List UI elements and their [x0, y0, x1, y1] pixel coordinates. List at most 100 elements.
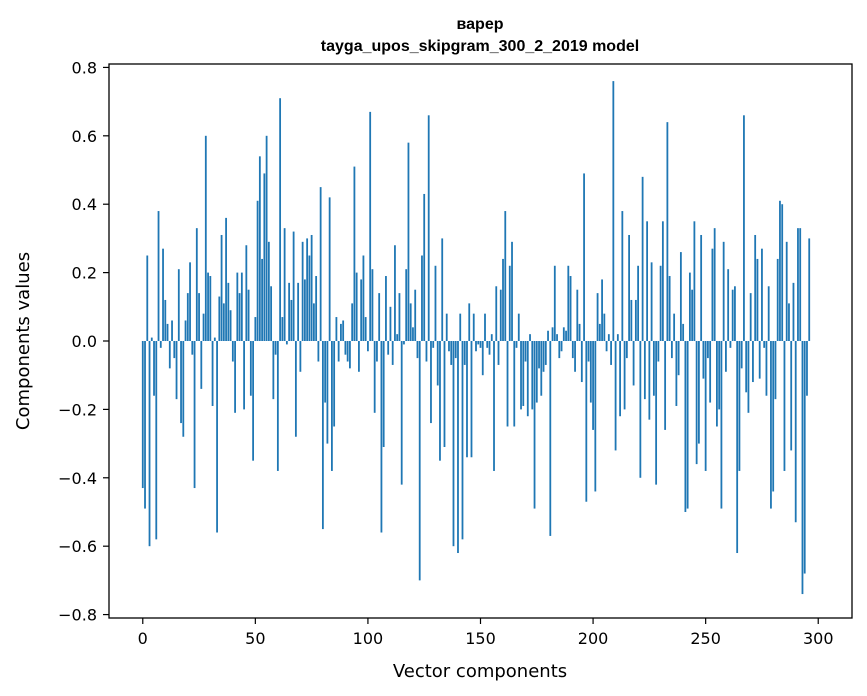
bar	[729, 341, 732, 348]
bar	[488, 341, 491, 355]
bar	[443, 341, 446, 448]
bar	[162, 248, 164, 341]
bar	[619, 341, 621, 417]
bar	[767, 286, 770, 341]
bar	[610, 341, 612, 365]
bar	[261, 258, 263, 341]
bar	[763, 341, 766, 348]
x-axis-label: Vector components	[393, 661, 567, 682]
y-tick-label: −0.4	[58, 469, 97, 488]
y-tick-label: −0.6	[58, 537, 97, 556]
bar	[652, 341, 655, 396]
bar	[308, 255, 311, 341]
bar	[601, 279, 603, 341]
bar	[616, 334, 619, 341]
bar	[628, 234, 630, 341]
bar	[788, 303, 790, 341]
bar	[756, 258, 759, 341]
bar	[409, 303, 412, 341]
bar	[698, 341, 700, 444]
bar	[299, 341, 302, 372]
bar	[704, 341, 707, 471]
bar	[630, 299, 633, 341]
bar	[276, 341, 279, 471]
bar	[589, 341, 592, 403]
bar	[340, 323, 342, 341]
bar	[535, 341, 538, 403]
bar	[249, 341, 252, 396]
bar	[193, 341, 196, 489]
bar	[774, 341, 777, 400]
bar	[684, 341, 687, 512]
bar	[540, 341, 543, 396]
bar	[371, 269, 374, 341]
bar	[569, 276, 572, 341]
bar	[551, 327, 554, 341]
bar	[747, 341, 750, 413]
bar	[799, 228, 802, 341]
bar	[432, 341, 435, 348]
chart-title: варер	[457, 16, 504, 33]
bar	[792, 282, 795, 341]
bar	[155, 341, 158, 540]
bar	[216, 341, 218, 533]
bar	[511, 241, 513, 341]
bar	[173, 341, 176, 359]
bar	[400, 341, 403, 485]
bar	[351, 303, 354, 341]
bar	[664, 341, 667, 430]
bar	[679, 252, 682, 341]
bar	[319, 187, 322, 341]
bar	[806, 341, 808, 396]
bar	[544, 341, 547, 365]
bar	[265, 135, 268, 341]
bar	[553, 265, 556, 341]
bar	[195, 228, 198, 341]
y-tick-label: 0.4	[72, 195, 97, 214]
bar	[718, 341, 721, 410]
bar	[441, 238, 444, 341]
bar	[166, 323, 169, 341]
bar	[490, 334, 493, 341]
bar	[673, 313, 676, 341]
bar	[270, 286, 273, 341]
bar	[227, 282, 230, 341]
bar	[423, 193, 426, 341]
y-tick-label: 0.2	[72, 264, 97, 283]
bar	[448, 341, 450, 352]
bar	[461, 341, 464, 540]
bar	[614, 341, 617, 451]
x-tick-label: 300	[803, 629, 834, 648]
bar	[452, 341, 455, 547]
bar	[414, 289, 417, 341]
bar	[292, 231, 295, 341]
bar	[648, 341, 651, 420]
bar	[184, 320, 187, 341]
bar	[243, 341, 245, 410]
bar	[783, 341, 786, 471]
bar	[479, 341, 482, 348]
bar	[358, 341, 360, 372]
bar	[141, 341, 144, 489]
bar	[533, 341, 536, 509]
bar	[700, 234, 703, 341]
bar	[200, 341, 203, 389]
bar	[655, 341, 658, 485]
bar	[405, 269, 408, 341]
bar	[297, 282, 300, 341]
bar	[177, 269, 180, 341]
bar	[583, 173, 585, 341]
bar	[549, 341, 552, 536]
bar	[596, 293, 599, 341]
bar	[772, 341, 775, 492]
y-axis-ticks: −0.8 −0.6 −0.4 −0.2 0.0 0.2 0.4 0.6 0.8	[58, 58, 109, 625]
bar	[279, 98, 282, 341]
y-tick-label: −0.2	[58, 400, 97, 419]
bar	[148, 341, 151, 547]
y-tick-label: −0.8	[58, 606, 97, 625]
bar	[650, 262, 653, 341]
chart-subtitle: tayga_upos_skipgram_300_2_2019 model	[321, 38, 639, 55]
bar	[797, 228, 799, 341]
bar	[301, 241, 304, 341]
bar	[303, 279, 306, 341]
